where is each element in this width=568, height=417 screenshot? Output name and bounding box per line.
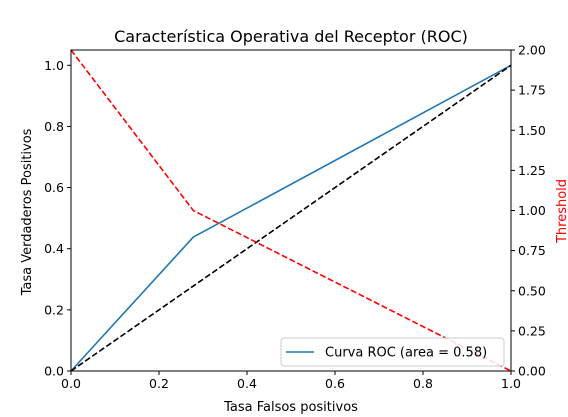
y2-tick-label: 1.75: [518, 83, 546, 98]
threshold-line: [70, 49, 512, 372]
y-tick-label: 0.8: [44, 119, 64, 134]
y-tick-label: 1.0: [44, 58, 64, 73]
y-tick-label: 0.6: [44, 180, 64, 195]
x-axis-ticks: 0.0 0.2 0.4 0.6 0.8 1.0: [61, 371, 521, 391]
y2-tick-label: 0.25: [518, 323, 546, 338]
x-tick-label: 0.8: [413, 376, 433, 391]
y2-axis-label: Threshold: [555, 179, 568, 244]
chart-title: Característica Operativa del Receptor (R…: [114, 27, 468, 46]
y2-tick-label: 0.75: [518, 243, 546, 258]
y-axis-label: Tasa Verdaderos Positivos: [20, 128, 35, 296]
roc-curve-line: [70, 64, 512, 372]
x-axis-label: Tasa Falsos positivos: [223, 400, 358, 415]
plot-series: [70, 49, 512, 372]
y2-tick-label: 2.00: [518, 43, 546, 58]
legend: Curva ROC (area = 0.58): [280, 337, 505, 367]
legend-label-roc: Curva ROC (area = 0.58): [325, 346, 487, 361]
x-tick-label: 0.0: [61, 376, 81, 391]
y2-tick-label: 1.25: [518, 163, 546, 178]
y-tick-label: 0.2: [44, 302, 64, 317]
y-tick-label: 0.4: [44, 241, 64, 256]
y2-tick-label: 0.50: [518, 283, 546, 298]
y2-tick-label: 0.00: [518, 364, 546, 379]
diagonal-reference-line: [70, 64, 512, 372]
x-tick-label: 1.0: [501, 376, 521, 391]
y2-axis-ticks: 0.00 0.25 0.50 0.75 1.00 1.25 1.50 1.75 2.00: [511, 43, 546, 379]
x-tick-label: 0.6: [325, 376, 345, 391]
y2-tick-label: 1.50: [518, 123, 546, 138]
y-axis-ticks: 0.0 0.2 0.4 0.6 0.8 1.0: [44, 58, 71, 379]
y2-tick-label: 1.00: [518, 203, 546, 218]
x-tick-label: 0.2: [149, 376, 169, 391]
y-tick-label: 0.0: [44, 364, 64, 379]
legend-box: [280, 337, 505, 367]
x-tick-label: 0.4: [237, 376, 257, 391]
